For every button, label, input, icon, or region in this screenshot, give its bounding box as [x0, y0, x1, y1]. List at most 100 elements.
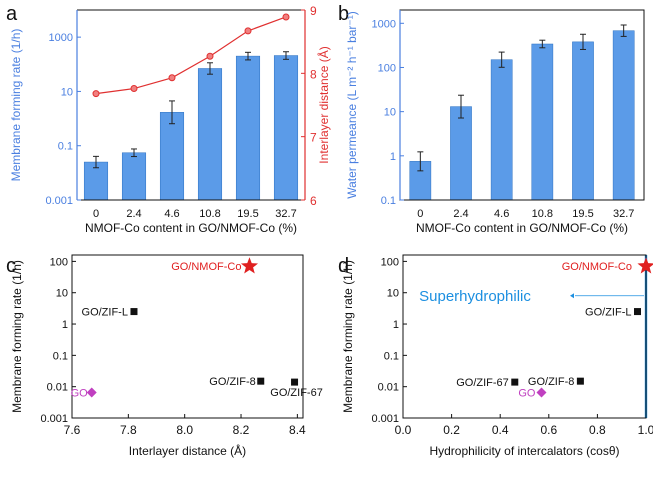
panel-d-point-label: GO/NMOF-Co — [562, 261, 632, 273]
panel-d-point-star — [637, 257, 653, 274]
panel-b-x-tick-label: 2.4 — [453, 208, 468, 220]
panel-a-bar — [121, 152, 147, 201]
panel-d-x-tick-label: 0.0 — [395, 423, 412, 437]
panel-a-y2-tick-label: 9 — [310, 4, 317, 18]
panel-d-point-square — [511, 378, 519, 386]
panel-d-x-tick-label: 1.0 — [638, 423, 653, 437]
panel-a-bar — [273, 55, 299, 201]
panel-c-y-tick-label: 0.01 — [47, 382, 68, 394]
panel-b-x-tick-label: 4.6 — [494, 208, 509, 220]
panel-c-x-axis-title: Interlayer distance (Å) — [129, 443, 246, 458]
panel-b-x-tick-label: 0 — [417, 208, 423, 220]
panel-c-point-label: GO — [71, 388, 89, 400]
panel-label-c: c — [6, 255, 16, 277]
panel-c-x-tick-label: 8.4 — [289, 423, 306, 437]
panel-c-point-label: GO/ZIF-67 — [270, 387, 323, 399]
panel-a-y-tick-label: 1000 — [49, 32, 73, 44]
panel-a-y2-axis-title: Interlayer distance (Å) — [316, 46, 331, 163]
panel-b-y-tick-label: 1000 — [372, 18, 396, 30]
panel-d-point-label: GO — [518, 388, 536, 400]
panel-c-point-diamond — [86, 387, 97, 398]
panel-b-x-tick-label: 19.5 — [572, 208, 593, 220]
panel-a-y2-tick-label: 7 — [310, 131, 317, 145]
panel-c-point-label: GO/ZIF-8 — [209, 376, 255, 388]
panel-b-bar — [572, 41, 594, 201]
panel-b-y-tick-label: 0.1 — [381, 195, 396, 207]
panel-b-bar — [612, 30, 635, 201]
panel-c-point-square — [257, 377, 265, 385]
panel-d-x-tick-label: 0.2 — [443, 423, 460, 437]
panel-c-y-tick-label: 0.1 — [53, 350, 68, 362]
panel-a-x-tick-label: 32.7 — [275, 208, 296, 220]
panel-label-a: a — [6, 3, 18, 25]
panel-d-point-label: GO/ZIF-67 — [456, 377, 509, 389]
panel-b-x-axis-title: NMOF-Co content in GO/NMOF-Co (%) — [416, 221, 628, 235]
panel-b-y-axis-title: Water permeance (L m⁻² h⁻¹ bar⁻¹) — [345, 11, 359, 199]
panel-d-point-square — [633, 308, 641, 316]
panel-d-point-diamond — [536, 387, 547, 398]
panel-a-interlayer-point — [130, 85, 138, 93]
panel-c-y-tick-label: 1 — [62, 319, 68, 331]
panel-c-y-tick-label: 100 — [50, 256, 68, 268]
panel-c-y-tick-label: 10 — [56, 288, 68, 300]
panel-a-y2-tick-label: 8 — [310, 67, 317, 81]
panel-c-point-label: GO/ZIF-L — [82, 307, 128, 319]
panel-a-x-tick-label: 0 — [93, 208, 99, 220]
panel-c-point-star — [240, 257, 259, 274]
panel-c: 0.001 0.01 0.1 1 10 100 7.6 7.8 8.0 8.2 8.4 GO/NMOF… — [10, 254, 323, 458]
panel-label-d: d — [338, 255, 349, 277]
panel-d-y-tick-label: 100 — [381, 256, 399, 268]
panel-d: Superhydrophilic 0.001 0.01 0.1 1 10 100 0.0 0.2… — [341, 254, 653, 458]
panel-a-x-tick-label: 4.6 — [164, 208, 179, 220]
panel-b-bar — [490, 59, 513, 201]
panel-a-interlayer-line — [95, 16, 287, 95]
panel-d-point-square — [576, 377, 584, 385]
panel-a-y-tick-label: 0.001 — [45, 195, 73, 207]
panel-d-y-tick-label: 0.001 — [371, 413, 399, 425]
panel-label-b: b — [338, 3, 349, 25]
panel-a-bar — [235, 55, 261, 201]
panel-b: 0 2.4 4.6 10.8 19.5 32.7 0.1 1 10 100 1000 NMOF-Co … — [345, 9, 645, 235]
panel-a-x-tick-label: 2.4 — [126, 208, 141, 220]
panel-d-x-axis-title: Hydrophilicity of intercalators (cosθ) — [429, 444, 619, 458]
panel-a-bar — [159, 112, 185, 201]
panel-a-interlayer-point — [244, 27, 252, 35]
panel-a-interlayer-point — [168, 74, 176, 82]
panel-b-y-tick-label: 100 — [378, 62, 396, 74]
panel-a-x-tick-label: 10.8 — [199, 208, 220, 220]
panel-c-x-tick-label: 7.6 — [64, 423, 81, 437]
panel-b-frame — [399, 9, 645, 201]
panel-b-y-tick-label: 1 — [390, 151, 396, 163]
panel-d-y-tick-label: 1 — [393, 319, 399, 331]
panel-a-interlayer-point — [206, 52, 214, 60]
panel-d-y-tick-label: 0.1 — [384, 350, 399, 362]
panel-a-y2-tick-label: 6 — [310, 194, 317, 208]
panel-b-y-tick-label: 10 — [384, 107, 396, 119]
panel-c-x-tick-label: 8.2 — [233, 423, 250, 437]
panel-c-y-axis-title: Membrane forming rate (1/h) — [10, 260, 24, 413]
panel-b-x-tick-label: 10.8 — [532, 208, 553, 220]
panel-c-point-square — [291, 378, 299, 386]
panel-d-frame — [402, 254, 647, 419]
panel-d-superhydrophilic-label: Superhydrophilic — [419, 288, 531, 305]
panel-a-x-tick-label: 19.5 — [237, 208, 258, 220]
panel-d-point-label: GO/ZIF-8 — [528, 376, 574, 388]
panel-a-y-tick-label: 10 — [61, 86, 73, 98]
panel-a-interlayer-point — [282, 13, 290, 21]
panel-b-bar — [531, 43, 554, 201]
panel-a: 0 2.4 4.6 10.8 19.5 32.7 0.001 0.1 10 1000 6 7 8 9 NMO… — [9, 4, 331, 235]
panel-a-interlayer-point — [92, 90, 100, 98]
panel-b-bar — [450, 106, 472, 201]
panel-d-point-label: GO/ZIF-L — [585, 307, 631, 319]
panel-d-x-tick-label: 0.8 — [589, 423, 606, 437]
panel-c-frame — [71, 254, 304, 419]
panel-c-x-tick-label: 8.0 — [176, 423, 193, 437]
panel-c-x-tick-label: 7.8 — [120, 423, 137, 437]
panel-d-y-tick-label: 10 — [387, 288, 399, 300]
panel-c-point-square — [130, 308, 138, 316]
panel-a-y-axis-title: Membrane forming rate (1/h) — [9, 29, 23, 182]
panel-a-bar — [197, 68, 223, 201]
panel-d-x-tick-label: 0.6 — [540, 423, 557, 437]
panel-d-y-axis-title: Membrane forming rate (1/h) — [341, 260, 355, 413]
panel-d-annotation-arrowhead — [570, 293, 574, 299]
